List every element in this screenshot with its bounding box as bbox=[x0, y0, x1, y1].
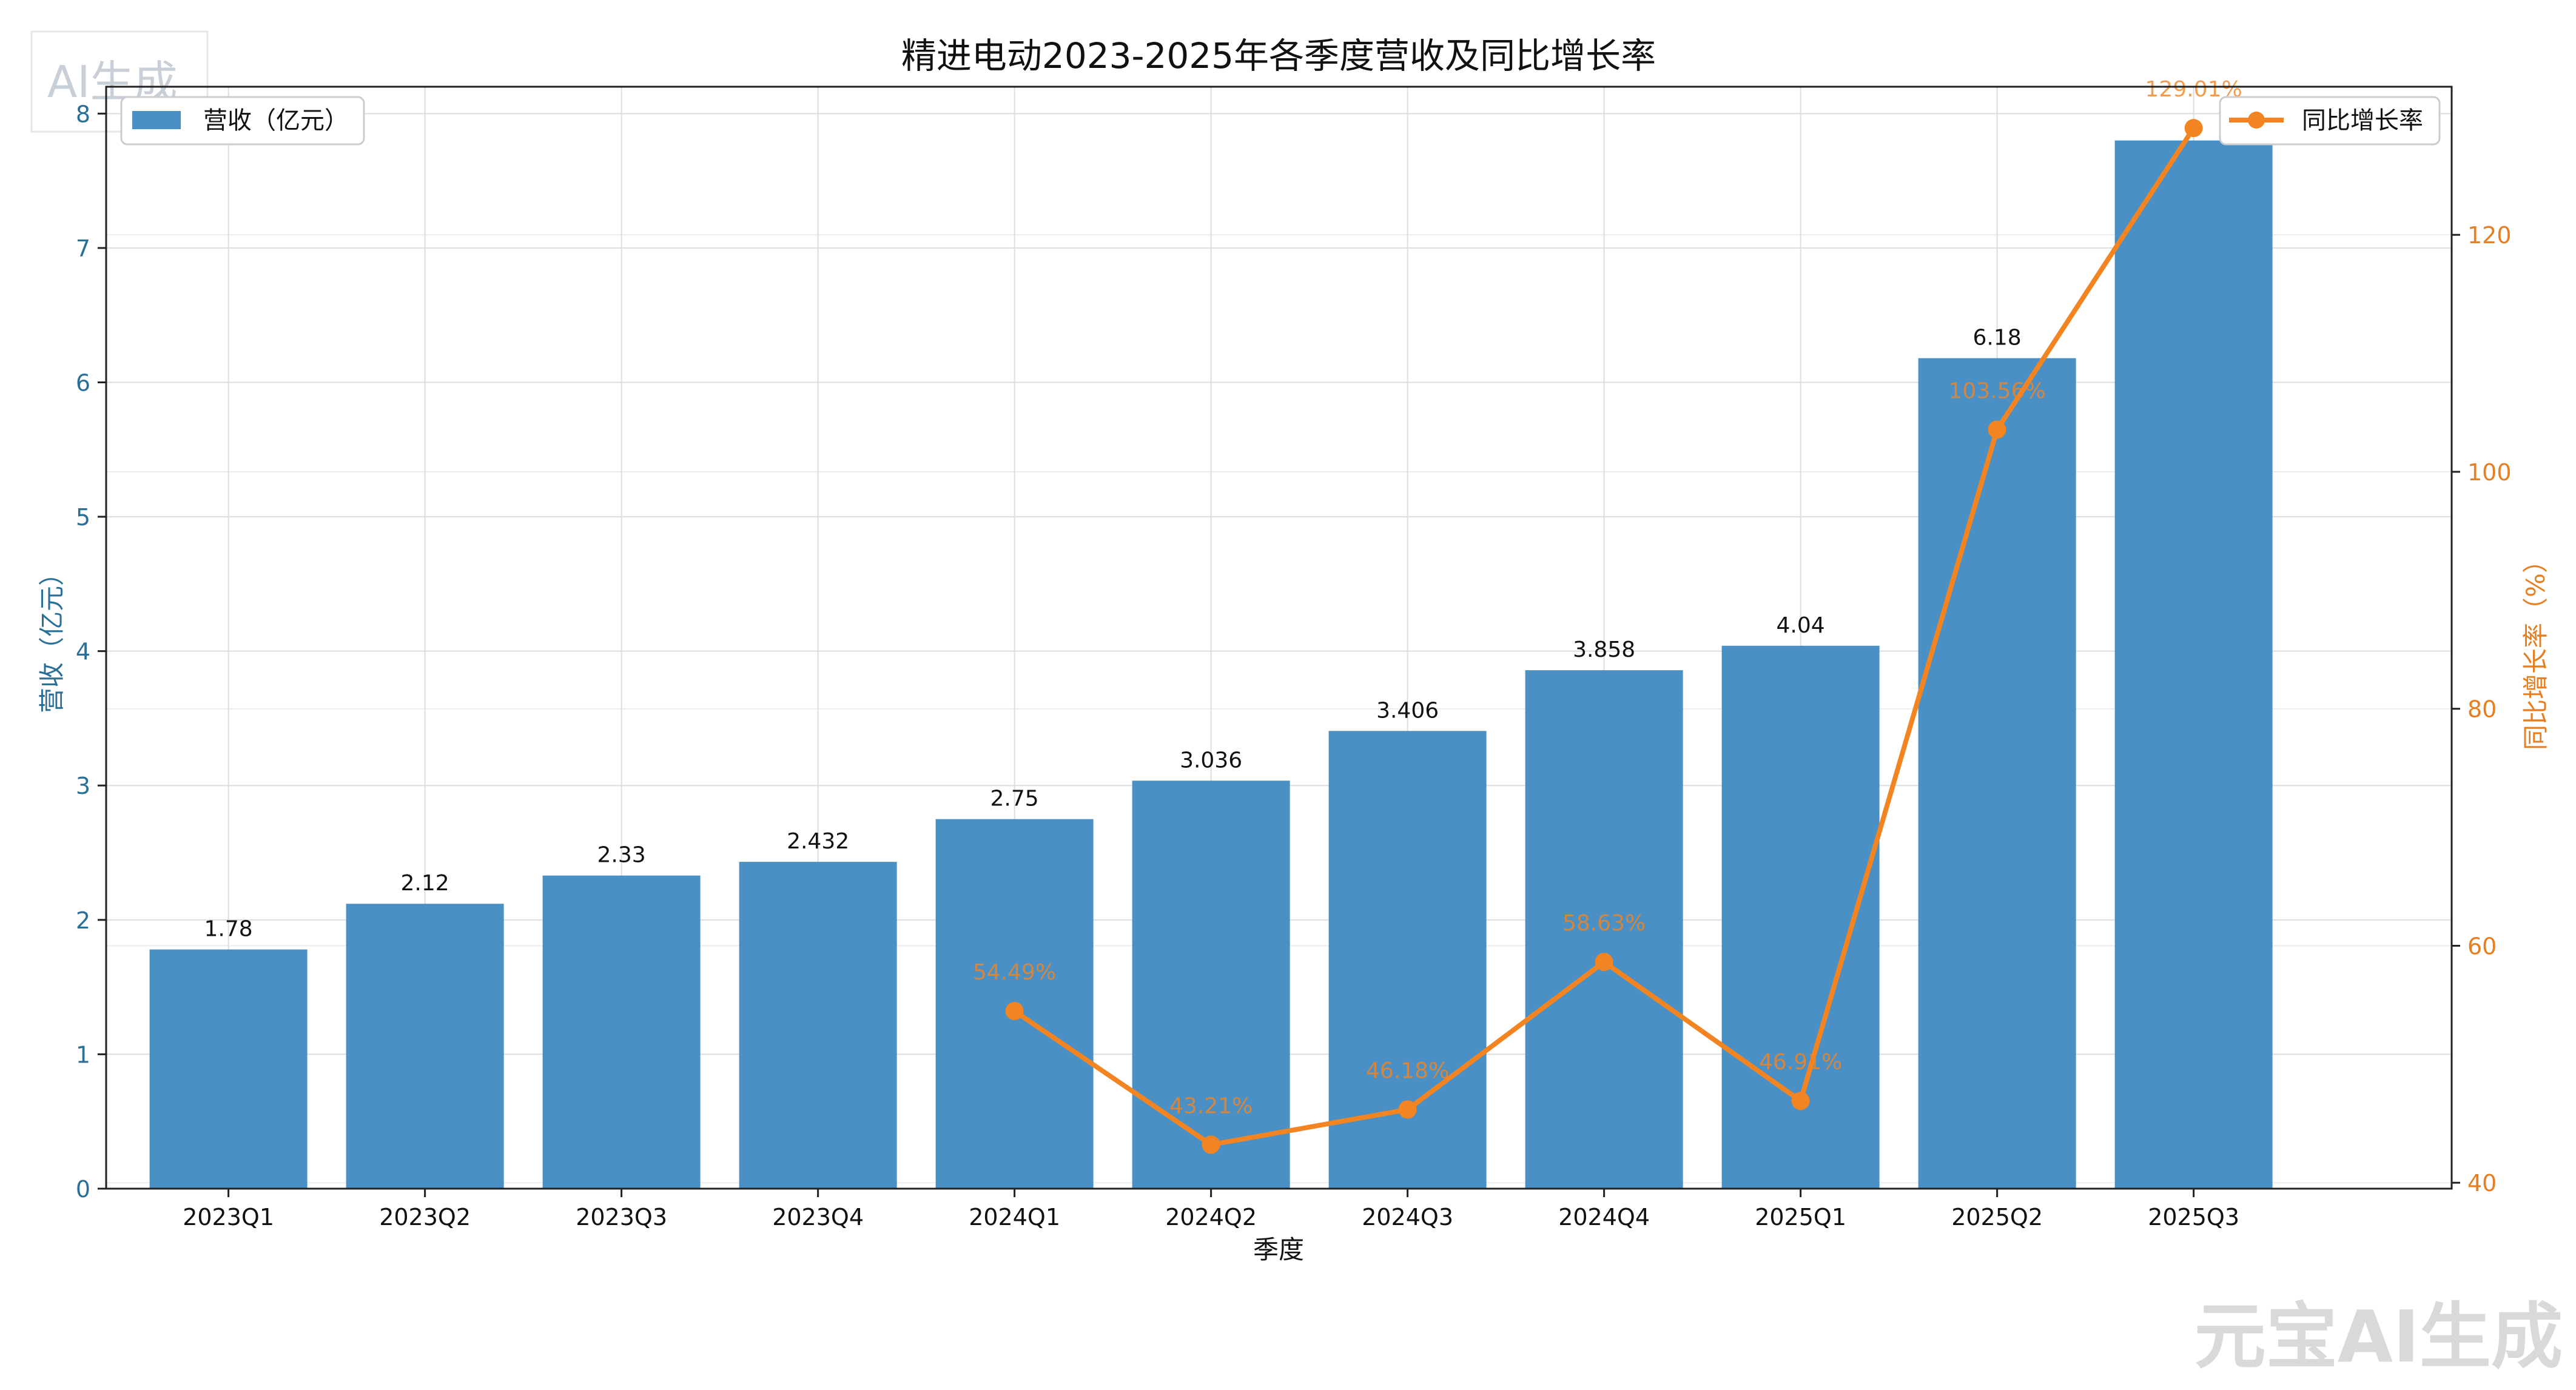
revenue-bar-label: 6.18 bbox=[1973, 326, 2022, 351]
revenue-bar bbox=[149, 949, 308, 1189]
y-right-tick-label: 120 bbox=[2467, 222, 2512, 249]
legend-revenue-label: 营收（亿元） bbox=[203, 107, 349, 135]
growth-point bbox=[1202, 1135, 1220, 1154]
x-tick-label: 2024Q3 bbox=[1362, 1204, 1453, 1231]
growth-line-series bbox=[1005, 119, 2203, 1154]
x-tick-label: 2023Q1 bbox=[183, 1204, 274, 1231]
y-left-tick-label: 0 bbox=[76, 1176, 90, 1203]
y-left-tick-label: 8 bbox=[76, 101, 90, 127]
growth-line-labels: 54.49%43.21%46.18%58.63%46.91%103.56%129… bbox=[973, 77, 2242, 1118]
revenue-bar-label: 1.78 bbox=[204, 917, 253, 942]
revenue-bar bbox=[346, 904, 504, 1189]
x-tick-label: 2025Q3 bbox=[2148, 1204, 2239, 1231]
x-tick-label: 2023Q2 bbox=[379, 1204, 471, 1231]
growth-point bbox=[1398, 1100, 1417, 1119]
y-left-tick-label: 5 bbox=[76, 504, 90, 531]
axes: 0 1 2 3 4 5 6 7 8 40 60 80 100 120 2023Q1 2023Q2 2023Q3 2… bbox=[76, 101, 2512, 1231]
revenue-bar bbox=[2114, 140, 2273, 1189]
x-tick-label: 2024Q1 bbox=[969, 1204, 1060, 1231]
revenue-bar-label: 3.406 bbox=[1376, 698, 1439, 723]
revenue-bar-label: 2.432 bbox=[787, 829, 849, 854]
revenue-bar-label: 2.12 bbox=[401, 871, 449, 896]
y-left-tick-label: 7 bbox=[76, 235, 90, 262]
growth-point-label: 54.49% bbox=[973, 960, 1056, 985]
legend-growth-marker bbox=[2248, 112, 2265, 129]
legend-revenue: 营收（亿元） bbox=[120, 96, 365, 146]
growth-point-label: 58.63% bbox=[1562, 911, 1646, 936]
x-tick-label: 2025Q1 bbox=[1755, 1204, 1846, 1231]
growth-point bbox=[2184, 119, 2203, 138]
growth-point bbox=[1988, 420, 2006, 439]
revenue-bar bbox=[542, 875, 701, 1189]
watermark-bottom-right: 元宝AI生成 bbox=[2194, 1295, 2563, 1378]
revenue-bar bbox=[1525, 670, 1683, 1189]
y-left-tick-label: 6 bbox=[76, 369, 90, 396]
chart-title: 精进电动2023-2025年各季度营收及同比增长率 bbox=[901, 35, 1656, 76]
y-right-tick-label: 80 bbox=[2467, 696, 2497, 723]
x-tick-label: 2023Q4 bbox=[772, 1204, 864, 1231]
y-axis-right-label: 同比增长率（%） bbox=[2521, 548, 2551, 750]
plot-frame bbox=[105, 86, 2453, 1190]
y-right-tick-label: 60 bbox=[2467, 933, 2497, 959]
y-right-tick-label: 40 bbox=[2467, 1170, 2497, 1197]
growth-point-label: 46.91% bbox=[1759, 1050, 1842, 1075]
y-left-tick-label: 3 bbox=[76, 773, 90, 799]
y-left-tick-label: 4 bbox=[76, 639, 90, 665]
revenue-bars bbox=[149, 140, 2273, 1189]
y-right-tick-label: 100 bbox=[2467, 459, 2512, 486]
y-left-tick-label: 1 bbox=[76, 1041, 90, 1068]
legend-growth: 同比增长率 bbox=[2219, 96, 2441, 146]
y-left-tick-label: 2 bbox=[76, 907, 90, 934]
revenue-bar bbox=[739, 862, 897, 1189]
y-axis-left-label: 营收（亿元） bbox=[37, 560, 67, 713]
growth-point-label: 103.56% bbox=[1949, 378, 2046, 403]
x-tick-label: 2024Q4 bbox=[1558, 1204, 1650, 1231]
revenue-bar-label: 2.75 bbox=[990, 787, 1039, 811]
revenue-bar bbox=[1132, 781, 1290, 1189]
growth-point-label: 43.21% bbox=[1169, 1094, 1253, 1119]
revenue-bar-labels: 1.78 2.12 2.33 2.432 2.75 3.036 3.406 3.858 4.04… bbox=[204, 326, 2022, 942]
revenue-bar bbox=[1918, 358, 2076, 1189]
revenue-bar-label: 4.04 bbox=[1777, 613, 1825, 638]
legend-revenue-swatch bbox=[132, 111, 181, 129]
growth-point bbox=[1005, 1002, 1024, 1021]
x-tick-label: 2024Q2 bbox=[1165, 1204, 1257, 1231]
x-tick-label: 2025Q2 bbox=[1951, 1204, 2043, 1231]
growth-point bbox=[1791, 1092, 1810, 1110]
x-tick-label: 2023Q3 bbox=[576, 1204, 667, 1231]
growth-point bbox=[1595, 953, 1613, 972]
revenue-bar-label: 3.036 bbox=[1180, 748, 1242, 773]
x-axis-label: 季度 bbox=[1253, 1235, 1304, 1264]
revenue-bar-label: 2.33 bbox=[597, 843, 646, 868]
revenue-bar-label: 3.858 bbox=[1573, 637, 1635, 662]
growth-point-label: 46.18% bbox=[1366, 1058, 1449, 1083]
watermark-box bbox=[30, 30, 209, 133]
legend-growth-label: 同比增长率 bbox=[2302, 107, 2423, 135]
